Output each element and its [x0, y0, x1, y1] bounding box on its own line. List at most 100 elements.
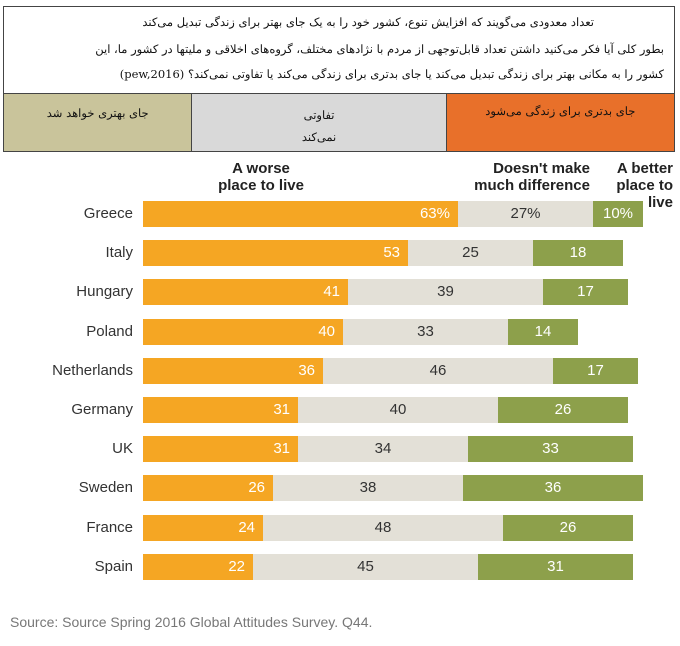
- bar-row-poland: Poland 40 33 14: [3, 318, 675, 345]
- data-label-worse: 63%: [419, 205, 450, 222]
- column-header-worse: A worse place to live: [201, 160, 321, 194]
- legend-no-difference-line-2: نمی‌کند: [301, 130, 337, 144]
- bar-segment-better: 17: [543, 279, 628, 306]
- bar-row-germany: Germany 31 40 26: [3, 397, 675, 423]
- bar-segment-worse: 22: [143, 553, 253, 580]
- data-label-better: 17: [577, 283, 594, 301]
- bar-segment-better: 18: [533, 240, 623, 267]
- bar-segment-worse: 41: [143, 279, 348, 306]
- bar-segment-worse: 36: [143, 357, 323, 384]
- bar-segment-better: 26: [503, 514, 633, 541]
- bar-segment-no-difference: 27%: [458, 201, 593, 227]
- data-label-no-difference: 46: [429, 361, 447, 379]
- bar-segment-better: 10%: [593, 201, 643, 227]
- bar-row-netherlands: Netherlands 36 46 17: [3, 357, 675, 384]
- data-label-better: 10%: [602, 205, 634, 222]
- bar-segment-no-difference: 48: [263, 514, 503, 541]
- legend-no-difference: تفاوتی نمی‌کند: [192, 94, 447, 151]
- data-label-no-difference: 33: [417, 322, 434, 340]
- category-label: UK: [112, 440, 133, 458]
- column-header-worse-line-2: place to live: [218, 177, 304, 194]
- data-label-worse: 41: [323, 283, 340, 301]
- bar-segment-no-difference: 25: [408, 240, 533, 267]
- bar-segment-worse: 26: [143, 475, 273, 502]
- bar-row-spain: Spain 22 45 31: [3, 553, 675, 580]
- caption-line-2: بطور کلی آیا فکر می‌کنید داشتن تعداد قاب…: [95, 42, 664, 56]
- bar-segment-no-difference: 39: [348, 279, 543, 306]
- bar-segment-no-difference: 46: [323, 357, 553, 384]
- bar-row-italy: Italy 53 25 18: [3, 240, 675, 267]
- column-header-better-line-1: A better: [616, 160, 673, 177]
- bar-row-sweden: Sweden 26 38 36: [3, 475, 675, 502]
- bar-segment-worse: 31: [143, 436, 298, 463]
- bar-segment-worse: 63%: [143, 201, 458, 227]
- data-label-better: 14: [534, 322, 552, 340]
- column-header-no-difference: Doesn't make much difference: [440, 160, 590, 194]
- category-label: Germany: [71, 401, 133, 418]
- data-label-no-difference: 45: [357, 557, 374, 575]
- data-label-no-difference: 38: [359, 479, 377, 497]
- column-header-no-difference-line-2: much difference: [474, 177, 590, 194]
- bar-segment-worse: 40: [143, 318, 343, 345]
- category-label: Netherlands: [52, 361, 133, 379]
- stacked-bar-chart: A worse place to live Doesn't make much …: [3, 152, 675, 604]
- bar-row-france: France 24 48 26: [3, 514, 675, 541]
- bar-segment-no-difference: 33: [343, 318, 508, 345]
- category-label: Greece: [83, 205, 133, 222]
- column-header-better-line-2: place to live: [616, 177, 673, 211]
- source-note: Source: Source Spring 2016 Global Attitu…: [10, 614, 373, 630]
- data-label-worse: 40: [318, 322, 335, 340]
- bar-row-greece: Greece 63% 27% 10%: [3, 201, 675, 227]
- data-label-worse: 22: [228, 557, 245, 575]
- category-label: Hungary: [76, 283, 133, 301]
- bar-segment-better: 36: [463, 475, 643, 502]
- legend-better: جای بهتری خواهد شد: [4, 94, 193, 151]
- data-label-worse: 24: [238, 518, 255, 536]
- column-header-no-difference-line-1: Doesn't make: [493, 160, 590, 177]
- category-label: Italy: [105, 244, 133, 262]
- column-header-better: A better place to live: [595, 160, 673, 211]
- data-label-better: 17: [587, 361, 604, 379]
- data-label-worse: 53: [383, 244, 400, 262]
- data-label-better: 18: [569, 244, 587, 262]
- legend-no-difference-line-1: تفاوتی: [303, 108, 335, 122]
- bar-segment-no-difference: 45: [253, 553, 478, 580]
- data-label-no-difference: 48: [374, 518, 392, 536]
- bar-segment-worse: 24: [143, 514, 263, 541]
- column-header-worse-line-1: A worse: [232, 160, 290, 177]
- caption-line-3: کشور را به مکانی بهتر برای زندگی تبدیل م…: [119, 67, 664, 81]
- data-label-worse: 31: [273, 401, 290, 418]
- bar-segment-no-difference: 34: [298, 436, 468, 463]
- bar-segment-better: 26: [498, 397, 628, 423]
- data-label-no-difference: 25: [462, 244, 479, 262]
- bar-segment-no-difference: 38: [273, 475, 463, 502]
- data-label-better: 26: [554, 401, 572, 418]
- legend-row: جای بهتری خواهد شد تفاوتی نمی‌کند جای بد…: [3, 94, 675, 152]
- data-label-better: 36: [544, 479, 562, 497]
- bar-segment-worse: 53: [143, 240, 408, 267]
- bar-segment-worse: 31: [143, 397, 298, 423]
- data-label-no-difference: 40: [389, 401, 407, 418]
- bar-segment-no-difference: 40: [298, 397, 498, 423]
- category-label: France: [86, 518, 133, 536]
- bar-segment-better: 33: [468, 436, 633, 463]
- caption-box: تعداد معدودی می‌گویند که افزایش تنوع، کش…: [3, 6, 675, 94]
- data-label-worse: 31: [273, 440, 290, 458]
- bar-segment-better: 31: [478, 553, 633, 580]
- category-label: Spain: [94, 557, 133, 575]
- data-label-worse: 26: [248, 479, 265, 497]
- data-label-better: 33: [542, 440, 559, 458]
- data-label-better: 31: [547, 557, 564, 575]
- category-label: Poland: [86, 322, 133, 340]
- data-label-no-difference: 27%: [510, 205, 541, 222]
- data-label-better: 26: [559, 518, 577, 536]
- bar-row-uk: UK 31 34 33: [3, 436, 675, 463]
- data-label-no-difference: 34: [374, 440, 392, 458]
- caption-line-1: تعداد معدودی می‌گویند که افزایش تنوع، کش…: [142, 15, 594, 29]
- bar-segment-better: 17: [553, 357, 638, 384]
- data-label-worse: 36: [298, 361, 315, 379]
- category-label: Sweden: [78, 479, 133, 497]
- bar-row-hungary: Hungary 41 39 17: [3, 279, 675, 306]
- legend-worse: جای بدتری برای زندگی می‌شود: [446, 94, 674, 151]
- bar-segment-better: 14: [508, 318, 578, 345]
